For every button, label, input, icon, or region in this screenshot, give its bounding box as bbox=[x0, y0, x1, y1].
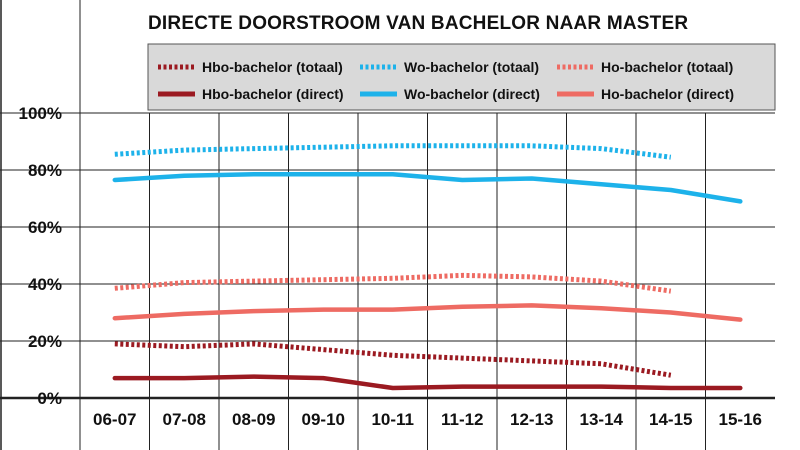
series-line bbox=[114, 341, 672, 378]
y-tick-label: 20% bbox=[28, 332, 62, 351]
x-tick-label: 07-08 bbox=[163, 410, 206, 429]
legend-label: Wo-bachelor (direct) bbox=[404, 86, 540, 102]
y-tick-label: 0% bbox=[37, 389, 62, 408]
y-tick-label: 40% bbox=[28, 275, 62, 294]
legend-label: Hbo-bachelor (direct) bbox=[202, 86, 344, 102]
legend-box bbox=[147, 43, 776, 111]
legend-label: Ho-bachelor (totaal) bbox=[601, 59, 733, 75]
series-line bbox=[112, 374, 743, 391]
x-tick-label: 06-07 bbox=[93, 410, 136, 429]
series-line bbox=[112, 172, 743, 204]
x-tick-label: 09-10 bbox=[302, 410, 345, 429]
x-tick-label: 14-15 bbox=[649, 410, 692, 429]
grid bbox=[0, 0, 775, 450]
series-line bbox=[114, 272, 672, 294]
x-tick-label: 13-14 bbox=[580, 410, 624, 429]
x-tick-label: 12-13 bbox=[510, 410, 553, 429]
y-tick-label: 80% bbox=[28, 161, 62, 180]
legend-label: Hbo-bachelor (totaal) bbox=[202, 59, 343, 75]
legend: Hbo-bachelor (totaal) Wo-bachelor (totaal… bbox=[147, 43, 776, 111]
series-lines bbox=[112, 143, 743, 391]
x-tick-label: 15-16 bbox=[719, 410, 762, 429]
x-tick-label: 08-09 bbox=[232, 410, 275, 429]
y-tick-label: 60% bbox=[28, 218, 62, 237]
x-tick-label: 11-12 bbox=[441, 410, 484, 429]
y-tick-label: 100% bbox=[19, 104, 62, 123]
series-line bbox=[112, 303, 743, 322]
chart-title: DIRECTE DOORSTROOM VAN BACHELOR NAAR MAS… bbox=[148, 13, 688, 34]
x-tick-label: 10-11 bbox=[371, 410, 414, 429]
legend-label: Ho-bachelor (direct) bbox=[601, 86, 734, 102]
series-line bbox=[114, 143, 672, 160]
legend-label: Wo-bachelor (totaal) bbox=[404, 59, 539, 75]
axes: 0% 20% 40% 60% 80% 100% 06-07 07-08 08-09 09-10 10… bbox=[19, 104, 762, 429]
